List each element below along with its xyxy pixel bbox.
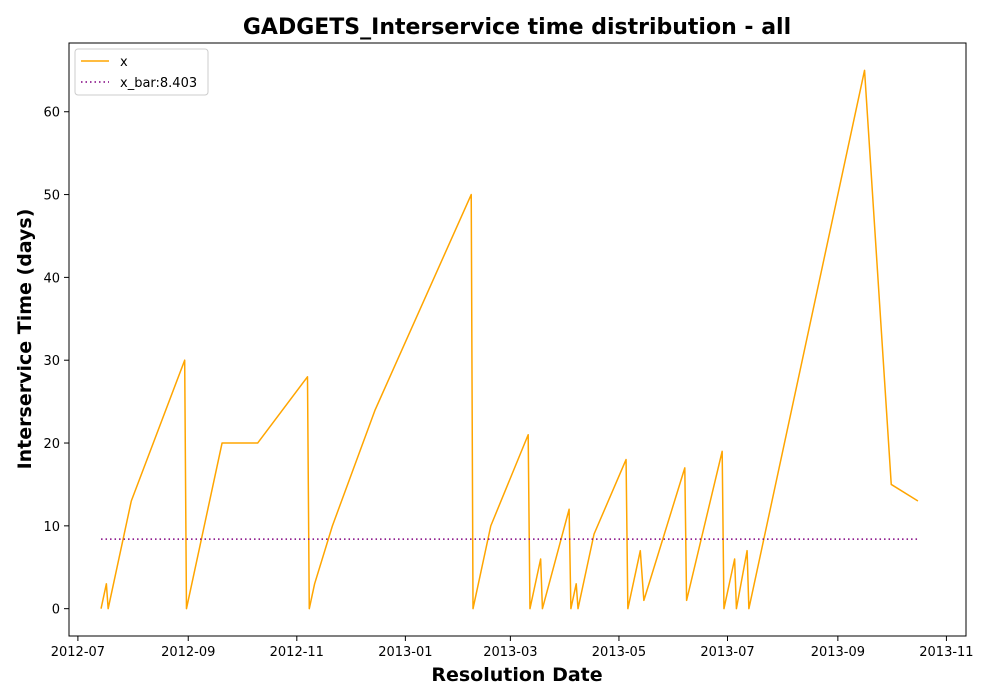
x-tick-label: 2013-03 [483, 645, 537, 660]
x-axis-ticks: 2012-07 2012-09 2012-11 2013-01 2013-03 2013-… [51, 636, 974, 660]
chart-title: GADGETS_Interservice time distribution -… [243, 15, 791, 40]
x-tick-label: 2013-11 [919, 645, 973, 660]
x-tick-label: 2013-05 [592, 645, 646, 660]
legend: x x_bar:8.403 [74, 48, 209, 96]
x-tick-label: 2012-09 [161, 645, 215, 660]
y-axis-ticks: 0 10 20 30 40 50 60 [43, 106, 69, 618]
y-tick-label: 30 [43, 354, 60, 369]
y-tick-label: 40 [43, 271, 60, 286]
x-axis-label: Resolution Date [431, 664, 602, 686]
y-tick-label: 20 [43, 437, 60, 452]
series-line-x [100, 69, 919, 610]
series-layer [100, 69, 919, 610]
x-tick-label: 2013-07 [700, 645, 754, 660]
y-tick-label: 50 [43, 189, 60, 204]
legend-label-x-bar: x_bar:8.403 [120, 76, 197, 91]
y-tick-label: 10 [43, 520, 60, 535]
x-tick-label: 2012-11 [270, 645, 324, 660]
y-axis-label: Interservice Time (days) [14, 209, 36, 470]
x-tick-label: 2013-09 [811, 645, 865, 660]
x-tick-label: 2013-01 [378, 645, 432, 660]
x-tick-label: 2012-07 [51, 645, 105, 660]
legend-label-x: x [120, 55, 128, 70]
plot-frame [68, 42, 967, 637]
y-tick-label: 0 [52, 603, 60, 618]
y-tick-label: 60 [43, 106, 60, 121]
